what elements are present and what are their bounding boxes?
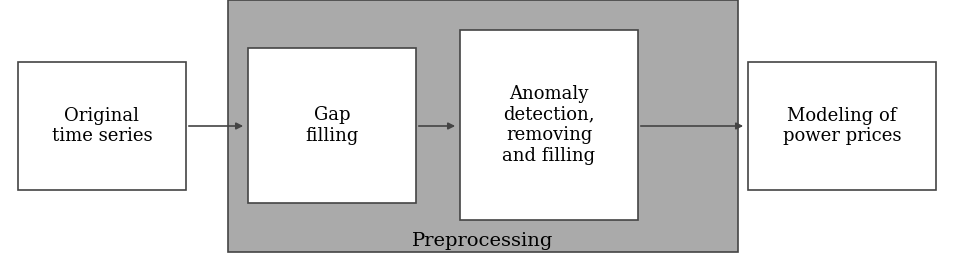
Bar xyxy=(460,30,638,220)
Bar xyxy=(228,0,738,252)
Bar xyxy=(748,62,936,190)
Bar xyxy=(18,62,186,190)
Text: Original
time series: Original time series xyxy=(52,107,152,145)
Bar xyxy=(248,48,416,203)
Text: Anomaly
detection,
removing
and filling: Anomaly detection, removing and filling xyxy=(503,85,596,165)
Text: Gap
filling: Gap filling xyxy=(305,106,358,145)
Text: Modeling of
power prices: Modeling of power prices xyxy=(783,107,902,145)
Text: Preprocessing: Preprocessing xyxy=(412,232,554,250)
